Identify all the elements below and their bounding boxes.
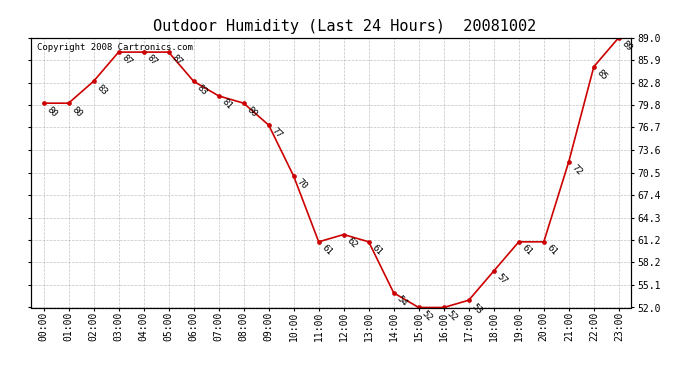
Text: 54: 54: [395, 294, 409, 308]
Text: 52: 52: [420, 309, 434, 323]
Text: 87: 87: [170, 54, 184, 68]
Text: 62: 62: [345, 236, 359, 250]
Text: Copyright 2008 Cartronics.com: Copyright 2008 Cartronics.com: [37, 43, 193, 52]
Text: 77: 77: [270, 126, 284, 140]
Text: 83: 83: [195, 82, 209, 97]
Text: 61: 61: [520, 243, 534, 257]
Text: 61: 61: [320, 243, 334, 257]
Text: 87: 87: [120, 54, 134, 68]
Text: Outdoor Humidity (Last 24 Hours)  20081002: Outdoor Humidity (Last 24 Hours) 2008100…: [153, 19, 537, 34]
Text: 89: 89: [620, 39, 634, 53]
Text: 80: 80: [45, 105, 59, 118]
Text: 70: 70: [295, 177, 309, 192]
Text: 53: 53: [470, 302, 484, 315]
Text: 81: 81: [220, 97, 234, 111]
Text: 80: 80: [70, 105, 84, 118]
Text: 61: 61: [545, 243, 559, 257]
Text: 57: 57: [495, 272, 509, 286]
Text: 85: 85: [595, 68, 609, 82]
Text: 52: 52: [445, 309, 459, 323]
Text: 87: 87: [145, 54, 159, 68]
Text: 83: 83: [95, 82, 109, 97]
Text: 72: 72: [570, 163, 584, 177]
Text: 80: 80: [245, 105, 259, 118]
Text: 61: 61: [370, 243, 384, 257]
